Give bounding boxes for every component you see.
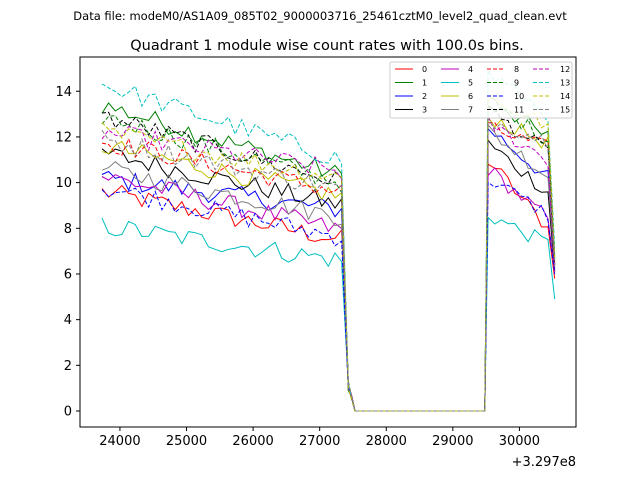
legend-label-15: 15 [560, 106, 570, 115]
x-tick-label: 27000 [299, 434, 340, 449]
legend-label-9: 9 [514, 79, 519, 88]
y-tick-label: 2 [64, 359, 72, 374]
x-tick-label: 30000 [499, 434, 540, 449]
series-line-3 [101, 138, 556, 412]
series-line-10 [101, 181, 556, 412]
x-tick-label: 29000 [432, 434, 473, 449]
x-tick-label: 25000 [166, 434, 207, 449]
plot-frame [79, 56, 577, 428]
y-axis-ticks: 0 2 4 6 8 10 12 14 [55, 85, 80, 420]
y-tick-label: 0 [64, 405, 72, 420]
series-line-5 [101, 216, 556, 412]
series-line-9 [101, 94, 556, 412]
legend-label-14: 14 [560, 92, 570, 101]
legend-label-4: 4 [468, 65, 473, 74]
legend-label-0: 0 [422, 65, 427, 74]
legend-label-2: 2 [422, 92, 427, 101]
x-tick-label: 26000 [232, 434, 273, 449]
legend-frame [389, 61, 573, 119]
legend-label-13: 13 [560, 79, 570, 88]
y-tick-label: 8 [64, 222, 72, 237]
x-axis-offset-label: +3.297e8 [512, 455, 576, 470]
legend-label-6: 6 [468, 92, 473, 101]
x-tick-label: 24000 [99, 434, 140, 449]
x-tick-label: 28000 [366, 434, 407, 449]
legend-label-12: 12 [560, 65, 570, 74]
series-line-12 [101, 116, 556, 412]
series-line-8 [101, 122, 556, 412]
y-tick-label: 14 [55, 85, 72, 100]
chart-title: Quadrant 1 module wise count rates with … [130, 38, 524, 54]
y-tick-label: 6 [64, 267, 72, 282]
legend-label-5: 5 [468, 79, 473, 88]
figure-suptitle: Data file: modeM0/AS1A09_085T02_90000037… [73, 9, 567, 23]
y-tick-label: 4 [64, 313, 72, 328]
legend-label-11: 11 [514, 106, 524, 115]
legend-label-7: 7 [468, 106, 473, 115]
series-line-4 [101, 167, 556, 412]
legend-label-3: 3 [422, 106, 427, 115]
legend-label-8: 8 [514, 65, 519, 74]
legend-label-10: 10 [514, 92, 524, 101]
series-line-15 [101, 116, 556, 412]
x-axis-ticks: 24000 25000 26000 27000 28000 29000 30000 [99, 427, 540, 449]
y-tick-label: 10 [55, 176, 72, 191]
y-tick-label: 12 [55, 130, 72, 145]
series-line-6 [101, 115, 556, 412]
legend-label-1: 1 [422, 79, 427, 88]
series-line-7 [101, 123, 556, 412]
